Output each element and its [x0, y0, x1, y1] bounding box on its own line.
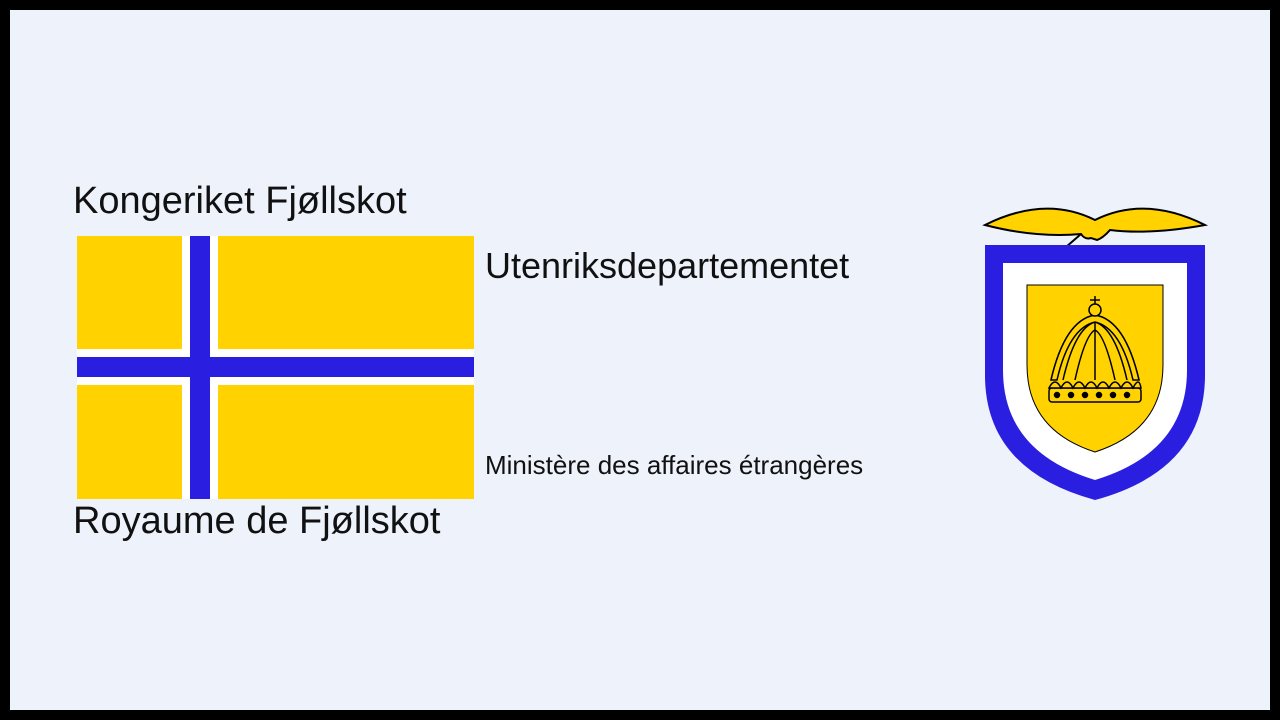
kingdom-name-native: Kongeriket Fjøllskot — [73, 180, 407, 223]
national-flag — [77, 236, 474, 499]
ministry-name-native: Utenriksdepartementet — [485, 245, 849, 287]
coat-of-arms — [965, 190, 1225, 510]
ministry-name-french: Ministère des affaires étrangères — [485, 450, 863, 481]
kingdom-name-french: Royaume de Fjøllskot — [73, 500, 440, 543]
letterhead-canvas: Kongeriket Fjøllskot Royaume de Fjøllsko… — [10, 10, 1270, 710]
